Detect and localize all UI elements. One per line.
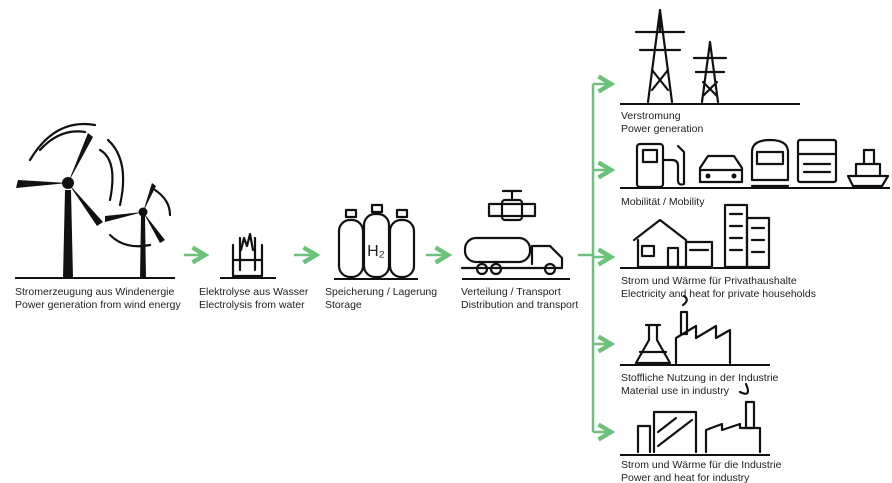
output-label: Mobilität / Mobility xyxy=(621,196,705,208)
household-icon xyxy=(634,205,769,267)
electrolysis-icon xyxy=(233,234,262,276)
stage-label: Speicherung / Lagerung xyxy=(325,286,437,298)
flow-arrows xyxy=(184,84,611,432)
output-label: Material use in industry xyxy=(621,385,730,397)
stage-label: Verteilung / Transport xyxy=(461,286,561,298)
storage-icon: H₂ xyxy=(339,205,414,277)
transport-icon xyxy=(462,191,562,274)
output-label: Verstromung xyxy=(621,110,681,122)
output-label: Stoffliche Nutzung in der Industrie xyxy=(621,372,779,384)
stage-label: Elektrolyse aus Wasser xyxy=(199,286,309,298)
output-label: Strom und Wärme für die Industrie xyxy=(621,459,782,471)
output-label: Strom und Wärme für Privathaushalte xyxy=(621,275,797,287)
output-label: Electricity and heat for private househo… xyxy=(621,288,816,300)
stage-label: Distribution and transport xyxy=(461,299,578,311)
stage-label: Stromerzeugung aus Windenergie xyxy=(15,286,175,298)
pylon-icon xyxy=(636,10,726,102)
mobility-icon xyxy=(637,140,888,187)
h2-label: H₂ xyxy=(367,243,385,260)
material-industry-icon xyxy=(636,296,730,363)
wind-icon xyxy=(16,124,170,278)
stage-labels: Stromerzeugung aus Windenergie Power gen… xyxy=(15,286,578,311)
output-label: Power and heat for industry xyxy=(621,472,750,483)
output-label: Power generation xyxy=(621,123,703,135)
diagram: H₂ xyxy=(0,0,892,483)
stage-label: Storage xyxy=(325,299,362,311)
stage-label: Electrolysis from water xyxy=(199,299,305,311)
stage-label: Power generation from wind energy xyxy=(15,299,182,311)
